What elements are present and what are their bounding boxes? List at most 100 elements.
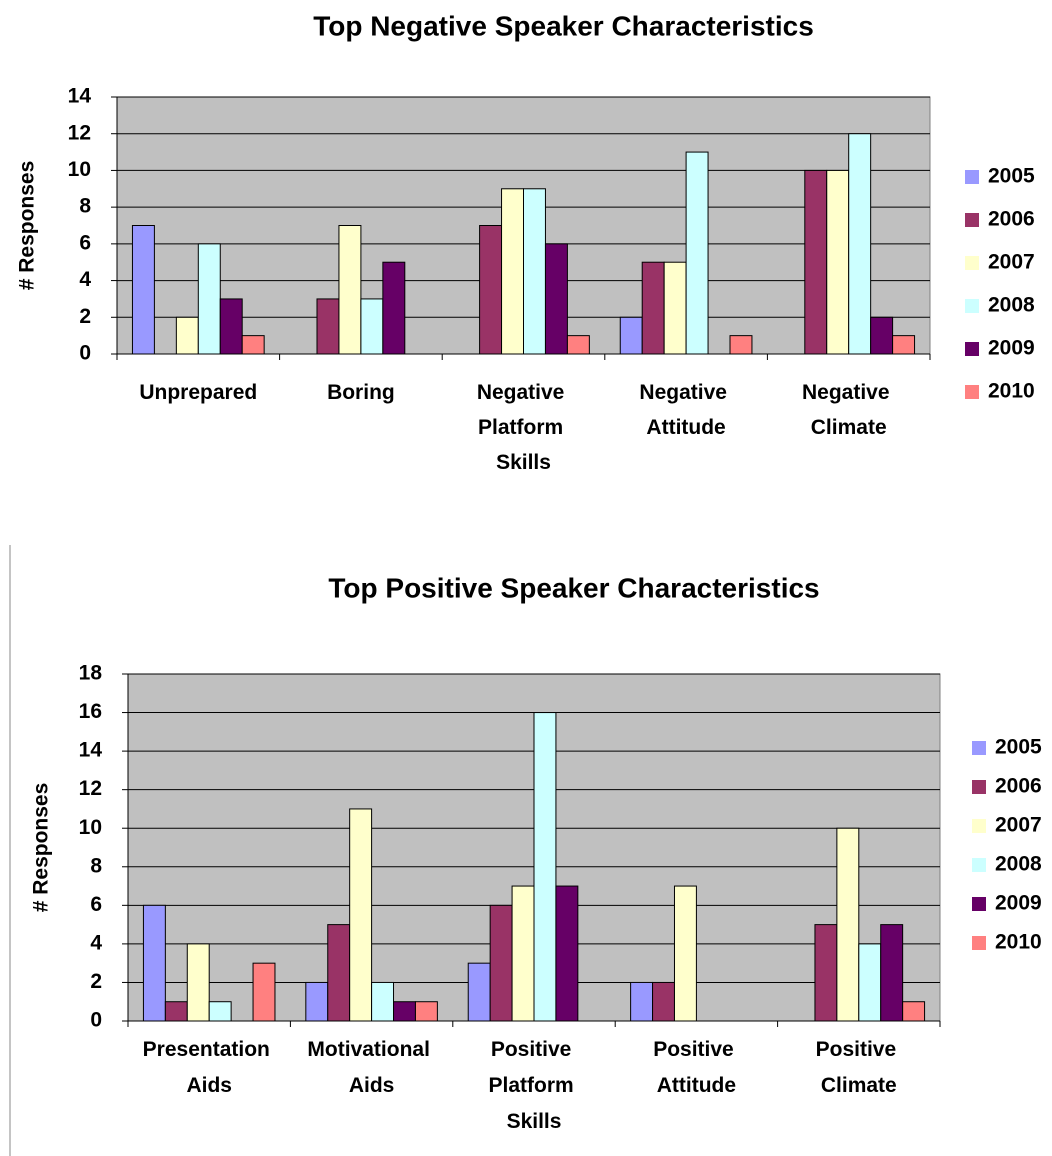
x-tick-label: Unprepared (139, 381, 257, 404)
bar (501, 188, 525, 355)
y-tick-label: 18 (79, 662, 103, 685)
bar (619, 316, 643, 355)
y-tick-label: 2 (79, 305, 91, 328)
legend-label: 2005 (988, 165, 1035, 188)
x-tick-label: Boring (327, 381, 395, 404)
x-tick-label: Positive Attitude (653, 1038, 739, 1097)
y-tick-label: 14 (68, 85, 92, 108)
bar (197, 243, 221, 355)
legend-swatch (965, 256, 979, 270)
y-tick-label: 10 (68, 158, 91, 181)
bar (523, 188, 546, 355)
bar (804, 169, 828, 355)
bar (826, 169, 850, 355)
y-tick-label: 2 (90, 970, 102, 993)
bar (836, 827, 860, 1022)
legend-label: 2007 (988, 251, 1035, 274)
bar (360, 298, 384, 355)
bar (630, 981, 654, 1022)
bar (186, 943, 210, 1022)
legend-label: 2005 (995, 736, 1042, 759)
bar (858, 943, 882, 1022)
y-axis-label: # Responses (30, 783, 53, 913)
y-tick-label: 0 (90, 1009, 102, 1032)
bar (814, 924, 838, 1022)
y-tick-label: 0 (79, 342, 91, 365)
legend-label: 2007 (995, 814, 1042, 837)
bar (142, 904, 166, 1022)
legend-swatch (972, 780, 986, 794)
bar (241, 335, 265, 355)
y-tick-label: 4 (90, 931, 102, 954)
legend-swatch (965, 342, 979, 356)
x-tick-label: Negative Attitude (639, 381, 732, 439)
chart-title: Top Negative Speaker Characteristics (313, 10, 814, 41)
y-tick-label: 10 (79, 816, 102, 839)
bar (729, 335, 753, 355)
bar (305, 981, 329, 1022)
bar (511, 885, 535, 1022)
y-tick-label: 4 (79, 268, 91, 291)
legend-swatch (972, 897, 986, 911)
legend-swatch (965, 213, 979, 227)
legend-label: 2010 (995, 931, 1042, 954)
bar (641, 261, 665, 355)
bar (479, 225, 503, 355)
bar (338, 225, 362, 355)
legend-label: 2009 (995, 892, 1042, 915)
bar (566, 335, 590, 355)
y-tick-label: 8 (79, 195, 91, 218)
bar (880, 924, 904, 1022)
bar (349, 808, 373, 1022)
y-axis-label: # Responses (16, 161, 39, 291)
x-tick-label: Negative Platform Skills (477, 381, 570, 474)
y-tick-label: 6 (79, 231, 91, 254)
legend-swatch (972, 936, 986, 950)
x-tick-label: Positive Climate (816, 1038, 902, 1097)
legend-swatch (972, 819, 986, 833)
bar (892, 335, 916, 355)
legend-label: 2009 (988, 337, 1035, 360)
x-tick-label: Positive Platform Skills (488, 1038, 579, 1133)
legend-swatch (972, 858, 986, 872)
y-tick-label: 16 (79, 700, 102, 723)
bar (848, 133, 872, 355)
legend-label: 2008 (988, 294, 1035, 317)
legend-swatch (972, 741, 986, 755)
bar (489, 904, 513, 1022)
legend-swatch (965, 385, 979, 399)
bar (902, 1001, 926, 1022)
bar (164, 1001, 188, 1022)
bar (533, 712, 557, 1022)
legend-label: 2008 (995, 853, 1042, 876)
legend-label: 2010 (988, 380, 1035, 403)
bar (131, 225, 155, 355)
legend-swatch (965, 170, 979, 184)
legend-label: 2006 (995, 775, 1042, 798)
legend-swatch (965, 299, 979, 313)
bar (382, 261, 406, 355)
bar (467, 962, 491, 1022)
bar (219, 298, 243, 355)
x-tick-label: Motivational Aids (307, 1038, 435, 1097)
bar (175, 316, 199, 355)
bar (252, 962, 276, 1022)
bar (316, 298, 340, 355)
bar (555, 885, 579, 1022)
bar (663, 261, 687, 355)
y-tick-label: 8 (90, 854, 102, 877)
bar (327, 924, 351, 1022)
x-tick-label: Presentation Aids (143, 1038, 276, 1097)
y-tick-label: 12 (79, 777, 102, 800)
bar (652, 981, 675, 1022)
bar (393, 1001, 416, 1022)
y-tick-label: 12 (68, 121, 91, 144)
y-tick-label: 14 (79, 739, 103, 762)
bar (371, 981, 395, 1022)
x-tick-label: Negative Climate (802, 381, 895, 439)
bar (208, 1001, 232, 1022)
y-tick-label: 6 (90, 893, 102, 916)
bar (685, 151, 709, 355)
bar (414, 1001, 438, 1022)
